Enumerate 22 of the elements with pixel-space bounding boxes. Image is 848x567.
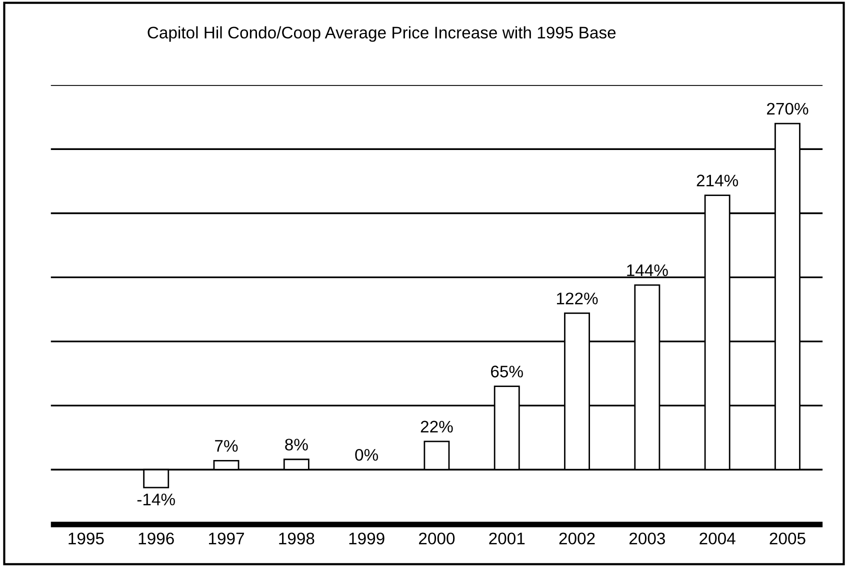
data-label: 22%	[420, 420, 453, 433]
data-label: -14%	[137, 494, 175, 506]
x-tick-label: 1998	[279, 532, 314, 544]
x-tick-label: 1995	[68, 532, 104, 544]
x-tick-label: 2005	[770, 532, 806, 544]
data-label: 7%	[215, 440, 238, 452]
data-label: 0%	[355, 448, 378, 461]
data-label: 122%	[556, 292, 598, 304]
chart-title: Capitol Hil Condo/Coop Average Price Increase with 1995 Base	[148, 26, 616, 42]
x-tick-label: 2001	[489, 532, 525, 544]
data-label: 65%	[491, 366, 523, 378]
data-label: 214%	[696, 174, 738, 186]
data-label: 270%	[767, 102, 808, 115]
x-tick-label: 2000	[419, 532, 455, 544]
x-tick-label: 1999	[349, 532, 384, 544]
x-tick-label: 1997	[208, 532, 244, 544]
x-tick-label: 1996	[138, 532, 174, 544]
x-tick-label: 2003	[629, 532, 665, 544]
data-label: 8%	[285, 438, 308, 451]
x-tick-label: 2004	[700, 532, 736, 544]
data-label: 144%	[627, 264, 668, 276]
x-tick-label: 2002	[559, 532, 595, 544]
